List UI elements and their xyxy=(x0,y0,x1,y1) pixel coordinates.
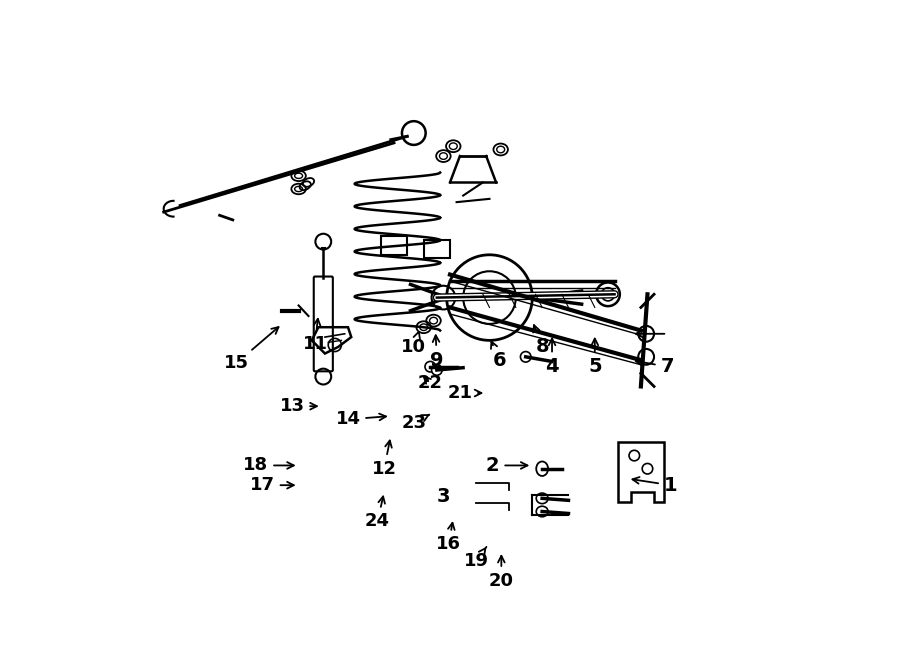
Text: 24: 24 xyxy=(365,496,390,530)
Text: 10: 10 xyxy=(401,332,427,356)
Text: 23: 23 xyxy=(401,414,429,432)
Bar xyxy=(424,240,450,258)
Text: 18: 18 xyxy=(243,457,293,475)
Text: 19: 19 xyxy=(464,547,489,570)
Text: 21: 21 xyxy=(447,384,482,402)
Text: 8: 8 xyxy=(533,325,549,356)
Circle shape xyxy=(432,365,442,375)
Text: 13: 13 xyxy=(280,397,317,415)
Text: 5: 5 xyxy=(588,338,601,376)
Text: 2: 2 xyxy=(486,456,527,475)
Text: 22: 22 xyxy=(418,374,443,392)
Text: 6: 6 xyxy=(491,342,506,369)
Text: 15: 15 xyxy=(223,327,278,372)
Bar xyxy=(381,237,407,254)
Text: 3: 3 xyxy=(436,487,450,506)
Text: 20: 20 xyxy=(489,556,514,590)
Circle shape xyxy=(425,362,436,372)
Text: 16: 16 xyxy=(436,523,461,553)
Text: 11: 11 xyxy=(302,319,328,353)
Text: 14: 14 xyxy=(336,410,386,428)
Text: 1: 1 xyxy=(633,476,678,494)
Text: 4: 4 xyxy=(545,338,559,376)
Text: 7: 7 xyxy=(635,357,674,376)
Circle shape xyxy=(520,352,531,362)
Text: 17: 17 xyxy=(250,476,293,494)
Text: 9: 9 xyxy=(430,335,444,369)
Text: 12: 12 xyxy=(372,440,397,478)
